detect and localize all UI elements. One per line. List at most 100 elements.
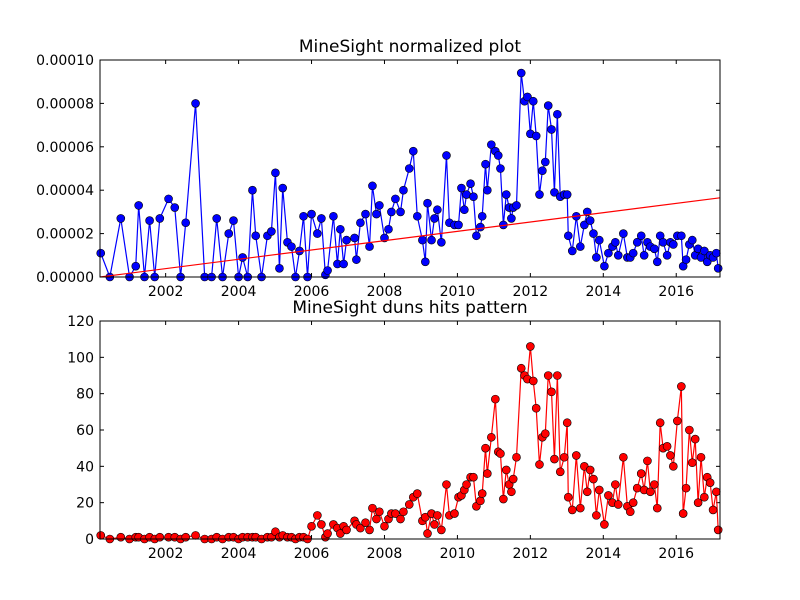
data-point <box>594 485 604 495</box>
data-point <box>442 480 451 489</box>
data-point <box>476 496 485 506</box>
data-point <box>472 231 481 241</box>
y-tick-label: 0.00006 <box>36 140 94 156</box>
data-point <box>508 474 518 484</box>
data-point <box>658 237 668 247</box>
data-point <box>507 487 516 497</box>
data-point <box>580 220 589 230</box>
data-point <box>628 498 638 507</box>
data-point <box>399 185 408 195</box>
data-point <box>155 532 165 542</box>
data-point <box>460 205 469 215</box>
data-point <box>368 503 377 513</box>
data-point <box>541 157 550 167</box>
x-tick-label: 2014 <box>585 546 621 562</box>
data-point <box>655 418 665 428</box>
data-point <box>543 371 553 380</box>
data-point <box>462 480 471 489</box>
data-point <box>501 190 511 199</box>
data-point <box>145 216 154 225</box>
data-point <box>476 222 485 232</box>
axes: MineSight duns hits pattern 0 20 40 60 80 100 1… <box>67 298 723 562</box>
data-point <box>396 207 405 217</box>
data-point <box>238 253 247 262</box>
data-point <box>563 231 573 241</box>
data-point <box>666 451 675 460</box>
data-point <box>323 266 332 275</box>
data-point <box>299 211 308 221</box>
data-point <box>491 394 500 404</box>
data-point <box>625 507 635 517</box>
data-point <box>170 203 180 212</box>
data-point <box>652 503 662 513</box>
x-tick-label: 2006 <box>294 546 330 562</box>
x-tick-label: 2010 <box>440 284 476 300</box>
data-point <box>687 235 697 245</box>
data-point <box>531 131 541 141</box>
data-point <box>646 487 655 497</box>
data-point <box>368 181 377 191</box>
data-point <box>437 237 446 247</box>
data-point <box>559 452 569 462</box>
data-point <box>164 194 173 204</box>
data-point <box>582 487 592 497</box>
x-tick-label: 2016 <box>658 284 694 300</box>
data-point <box>307 521 316 531</box>
data-point <box>339 259 348 269</box>
data-point <box>387 207 396 217</box>
data-point <box>365 242 374 251</box>
data-point <box>589 229 598 238</box>
y-tick-label: 80 <box>76 387 94 403</box>
data-point <box>224 229 234 238</box>
data-point <box>267 227 276 236</box>
data-point <box>155 214 165 223</box>
data-point <box>469 472 478 482</box>
data-point <box>678 509 688 518</box>
data-point <box>437 525 446 535</box>
data-point <box>538 166 547 175</box>
data-point <box>636 231 646 241</box>
data-point <box>271 168 280 178</box>
y-tick-label: 0.00008 <box>36 96 94 112</box>
data-point <box>604 248 613 258</box>
data-point <box>477 489 487 498</box>
data-point <box>229 216 238 225</box>
data-point <box>696 452 706 462</box>
data-point <box>516 68 526 78</box>
chart-title: MineSight duns hits pattern <box>292 298 527 318</box>
data-point <box>567 246 577 256</box>
data-point <box>613 500 623 509</box>
series-line <box>99 197 721 278</box>
data-point <box>592 253 601 262</box>
axes: MineSight normalized plot 0.00000 0.00002 0… <box>36 37 723 300</box>
data-point <box>116 214 126 223</box>
data-point <box>677 382 686 391</box>
data-point <box>553 371 562 380</box>
data-point <box>611 480 620 489</box>
data-point <box>469 192 478 202</box>
data-point <box>248 185 257 195</box>
data-point <box>191 99 200 108</box>
x-tick-label: 2012 <box>513 284 549 300</box>
data-point <box>685 425 694 435</box>
data-point <box>375 201 384 210</box>
axes-frame <box>99 59 721 278</box>
data-point <box>673 416 682 426</box>
data-point <box>535 190 544 199</box>
data-point <box>636 469 646 478</box>
data-point <box>418 235 427 245</box>
data-point <box>336 224 345 234</box>
data-point <box>541 429 550 438</box>
data-point <box>553 109 562 119</box>
data-point <box>555 467 565 477</box>
y-tick-label: 0.00004 <box>36 183 94 199</box>
data-point <box>708 505 718 515</box>
data-point <box>543 101 553 110</box>
data-point <box>317 214 326 223</box>
data-point <box>391 509 400 518</box>
y-tick-label: 20 <box>76 496 94 512</box>
data-point <box>430 520 439 529</box>
data-point <box>619 229 628 238</box>
data-point <box>496 449 505 458</box>
